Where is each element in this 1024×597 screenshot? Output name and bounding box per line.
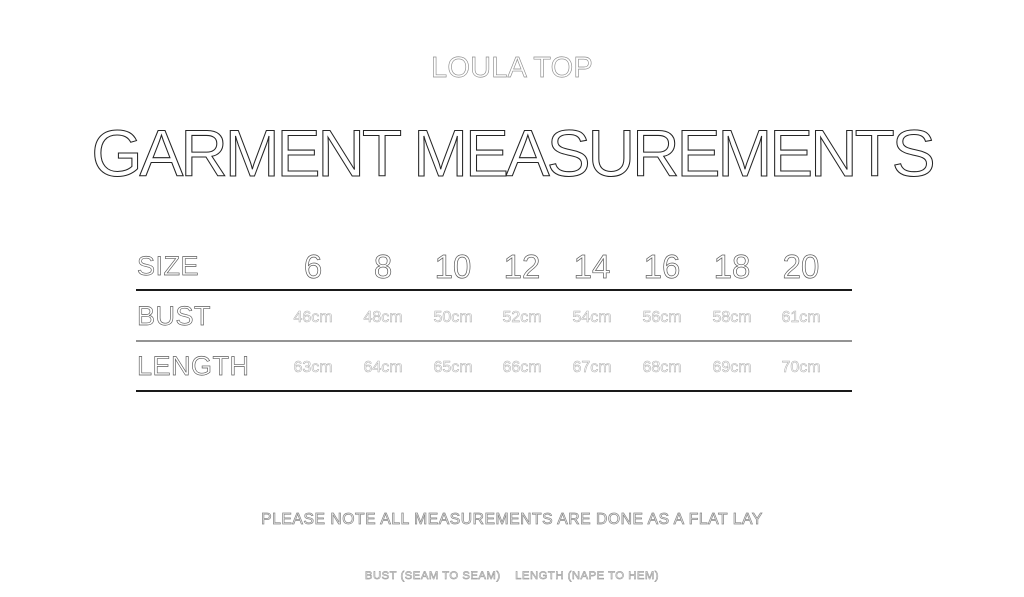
svg-text:16: 16 — [644, 248, 681, 285]
svg-text:46cm: 46cm — [293, 309, 332, 326]
svg-text:70cm: 70cm — [781, 359, 820, 376]
svg-text:12: 12 — [504, 248, 541, 285]
svg-text:SIZE: SIZE — [137, 251, 199, 281]
svg-text:63cm: 63cm — [293, 359, 332, 376]
svg-text:58cm: 58cm — [712, 309, 751, 326]
svg-text:66cm: 66cm — [502, 359, 541, 376]
svg-text:18: 18 — [714, 248, 751, 285]
svg-text:6: 6 — [304, 248, 322, 285]
svg-text:61cm: 61cm — [781, 309, 820, 326]
svg-text:68cm: 68cm — [642, 359, 681, 376]
svg-text:54cm: 54cm — [572, 309, 611, 326]
svg-text:56cm: 56cm — [642, 309, 681, 326]
svg-text:67cm: 67cm — [572, 359, 611, 376]
svg-text:PLEASE NOTE ALL MEASUREMENTS A: PLEASE NOTE ALL MEASUREMENTS ARE DONE AS… — [261, 511, 763, 528]
svg-text:52cm: 52cm — [502, 309, 541, 326]
svg-text:8: 8 — [374, 248, 392, 285]
svg-text:LENGTH: LENGTH — [137, 351, 250, 381]
svg-text:BUST: BUST — [137, 301, 211, 331]
svg-text:50cm: 50cm — [433, 309, 472, 326]
svg-text:LOULA TOP: LOULA TOP — [431, 52, 593, 84]
svg-text:69cm: 69cm — [712, 359, 751, 376]
svg-text:14: 14 — [574, 248, 611, 285]
svg-text:65cm: 65cm — [433, 359, 472, 376]
svg-text:48cm: 48cm — [363, 309, 402, 326]
svg-text:GARMENT MEASUREMENTS: GARMENT MEASUREMENTS — [91, 120, 932, 190]
svg-text:BUST (SEAM TO SEAM) LENGTH: BUST (SEAM TO SEAM) LENGTH (NAPE TO HEM) — [365, 570, 659, 582]
svg-text:64cm: 64cm — [363, 359, 402, 376]
svg-text:10: 10 — [435, 248, 472, 285]
svg-text:20: 20 — [783, 248, 820, 285]
